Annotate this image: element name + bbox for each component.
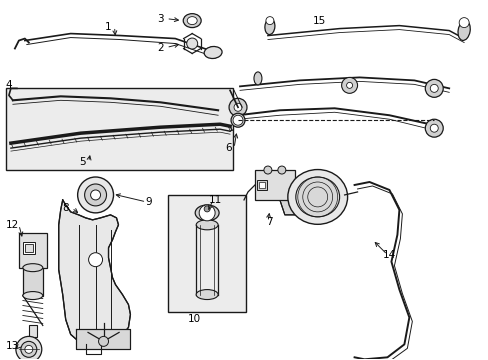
Bar (29, 325, 37, 337)
Circle shape (25, 345, 33, 353)
Ellipse shape (23, 264, 42, 272)
Circle shape (203, 206, 210, 212)
Text: 8: 8 (62, 203, 69, 213)
Text: 6: 6 (224, 143, 231, 153)
Ellipse shape (287, 170, 347, 224)
Ellipse shape (277, 166, 285, 174)
Circle shape (341, 77, 357, 93)
Polygon shape (262, 185, 294, 215)
Circle shape (90, 190, 101, 200)
Circle shape (429, 84, 437, 92)
Circle shape (88, 253, 102, 267)
Bar (23, 242, 35, 254)
Bar (254, 170, 294, 200)
Circle shape (429, 124, 437, 132)
Text: 15: 15 (312, 15, 325, 26)
Ellipse shape (230, 113, 244, 127)
Circle shape (234, 103, 242, 111)
Circle shape (199, 205, 215, 221)
Text: 3: 3 (157, 14, 163, 24)
Ellipse shape (183, 14, 201, 28)
Bar (256, 180, 266, 190)
Circle shape (99, 336, 108, 346)
Bar (259, 182, 264, 188)
Circle shape (265, 17, 273, 24)
Bar (23, 268, 42, 296)
Ellipse shape (23, 292, 42, 300)
Text: 12: 12 (6, 220, 20, 230)
Circle shape (233, 115, 243, 125)
Ellipse shape (187, 17, 197, 24)
Ellipse shape (264, 19, 274, 35)
Circle shape (84, 184, 106, 206)
Circle shape (21, 341, 37, 357)
Circle shape (78, 177, 113, 213)
Bar (6, 88, 233, 170)
Circle shape (207, 46, 219, 58)
Polygon shape (59, 200, 130, 345)
Text: 5: 5 (79, 157, 86, 167)
Ellipse shape (204, 46, 222, 58)
Text: 11: 11 (208, 195, 221, 205)
Polygon shape (76, 329, 130, 349)
Bar (19, 233, 47, 268)
Text: 4: 4 (5, 80, 12, 90)
Circle shape (228, 98, 246, 116)
Bar (168, 195, 245, 312)
Circle shape (458, 18, 468, 28)
Circle shape (425, 119, 442, 137)
Text: 13: 13 (6, 341, 20, 351)
Circle shape (186, 38, 197, 49)
Ellipse shape (196, 289, 218, 300)
Text: 2: 2 (157, 42, 163, 53)
Ellipse shape (295, 177, 339, 217)
Text: 1: 1 (105, 22, 112, 32)
Text: 14: 14 (382, 250, 395, 260)
Bar (25, 244, 33, 252)
Circle shape (16, 336, 41, 360)
Ellipse shape (196, 220, 218, 230)
Ellipse shape (457, 21, 469, 40)
Text: 7: 7 (266, 217, 273, 227)
Ellipse shape (253, 72, 262, 85)
Text: 10: 10 (187, 314, 201, 324)
Ellipse shape (264, 166, 271, 174)
Circle shape (425, 80, 442, 97)
Circle shape (346, 82, 352, 88)
Ellipse shape (195, 205, 219, 221)
Text: 9: 9 (145, 197, 151, 207)
